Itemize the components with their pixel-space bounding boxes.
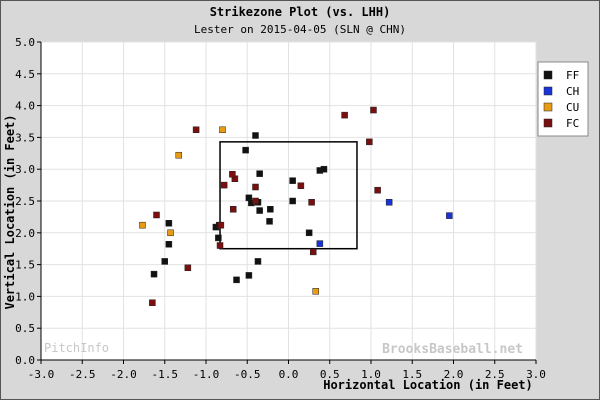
pitch-point-ff <box>165 240 173 248</box>
pitch-point-ff <box>233 276 240 284</box>
y-tick-label: 0.0 <box>15 354 35 367</box>
pitch-point-ff <box>289 177 296 184</box>
x-tick-label: -2.5 <box>69 368 96 381</box>
pitch-point-ff <box>254 258 262 265</box>
pitch-point-ff <box>267 206 274 213</box>
legend-label-ff: FF <box>566 69 579 82</box>
y-tick-label: 1.5 <box>15 259 35 272</box>
pitch-point-fc <box>308 199 315 206</box>
pitch-point-fc <box>184 264 192 272</box>
chart-title: Strikezone Plot (vs. LHH) <box>210 5 391 19</box>
legend-label-fc: FC <box>566 117 579 130</box>
x-tick-label: 0.5 <box>320 368 340 381</box>
pitch-point-ff <box>150 270 158 278</box>
pitch-point-fc <box>297 182 305 189</box>
pitch-point-ff <box>242 146 249 154</box>
pitch-point-ff <box>320 165 328 173</box>
x-tick-label: -1.0 <box>193 368 220 381</box>
pitch-point-fc <box>220 181 228 189</box>
y-tick-label: 4.5 <box>15 68 35 81</box>
y-tick-label: 3.5 <box>15 131 35 144</box>
pitch-point-fc <box>366 138 373 146</box>
x-tick-label: 2.5 <box>485 368 505 381</box>
y-tick-label: 2.0 <box>15 227 35 240</box>
legend-swatch-fc <box>543 118 553 128</box>
pitch-point-ff <box>256 207 263 214</box>
x-tick-label: -3.0 <box>28 368 55 381</box>
pitch-point-fc <box>370 106 377 114</box>
legend-label-ch: CH <box>566 85 579 98</box>
pitch-point-cu <box>312 288 319 295</box>
pitch-point-fc <box>229 171 236 178</box>
pitch-point-fc <box>252 183 259 191</box>
x-tick-label: -1.5 <box>152 368 179 381</box>
pitch-point-cu <box>175 151 183 159</box>
watermark-pitchinfo: PitchInfo <box>44 341 109 355</box>
x-tick-label: -2.0 <box>110 368 137 381</box>
plot-area: PitchInfo BrooksBaseball.net -3.0 -2.5 -2.0 -… <box>15 36 546 381</box>
y-tick-label: 3.0 <box>15 163 35 176</box>
x-tick-label: 1.5 <box>402 368 422 381</box>
pitch-point-fc <box>216 242 224 249</box>
x-tick-label: 3.0 <box>526 368 546 381</box>
pitch-point-ff <box>305 229 313 237</box>
pitch-point-fc <box>153 211 160 219</box>
pitch-point-ff <box>161 258 168 265</box>
legend: FF CH CU FC <box>537 61 589 137</box>
x-tick-label: 0.0 <box>279 368 299 381</box>
y-tick-label: 0.5 <box>15 322 35 335</box>
pitch-point-fc <box>374 186 381 194</box>
pitch-point-ff <box>289 197 296 205</box>
x-tick-label: 1.0 <box>361 368 381 381</box>
pitch-point-ff <box>215 234 222 242</box>
watermark-brooksbaseball: BrooksBaseball.net <box>382 342 523 357</box>
pitch-point-ff <box>252 132 259 139</box>
pitch-point-fc <box>229 206 237 213</box>
legend-label-cu: CU <box>566 101 579 114</box>
pitch-point-ff <box>266 218 273 225</box>
pitch-point-ch <box>446 212 453 219</box>
y-tick-label: 2.5 <box>15 195 35 208</box>
pitch-point-ch <box>385 199 393 206</box>
y-tick-label: 5.0 <box>15 36 35 49</box>
x-tick-label: 2.0 <box>444 368 464 381</box>
chart-subtitle: Lester on 2015-04-05 (SLN @ CHN) <box>194 23 406 36</box>
legend-swatch-ch <box>543 86 553 96</box>
strike-zone-box <box>219 141 358 250</box>
legend-swatch-ff <box>543 70 553 80</box>
pitch-point-fc <box>149 299 156 307</box>
pitch-point-cu <box>219 126 226 134</box>
pitch-point-fc <box>252 197 259 205</box>
pitch-point-ff <box>245 272 253 279</box>
pitch-point-ff <box>256 170 263 177</box>
x-tick-label: -0.5 <box>234 368 261 381</box>
pitch-point-ch <box>316 240 324 247</box>
y-tick-label: 1.0 <box>15 290 35 303</box>
pitch-point-cu <box>139 221 146 229</box>
y-axis-label: Vertical Location (in Feet) <box>3 114 17 309</box>
pitch-point-cu <box>167 229 174 237</box>
y-tick-label: 4.0 <box>15 100 35 113</box>
pitch-point-fc <box>217 221 225 229</box>
pitch-point-ff <box>165 220 173 227</box>
pitch-point-fc <box>192 126 200 134</box>
x-axis-label: Horizontal Location (in Feet) <box>323 378 533 392</box>
legend-swatch-cu <box>543 102 553 112</box>
pitch-point-fc <box>341 111 348 119</box>
pitch-point-fc <box>310 248 317 256</box>
